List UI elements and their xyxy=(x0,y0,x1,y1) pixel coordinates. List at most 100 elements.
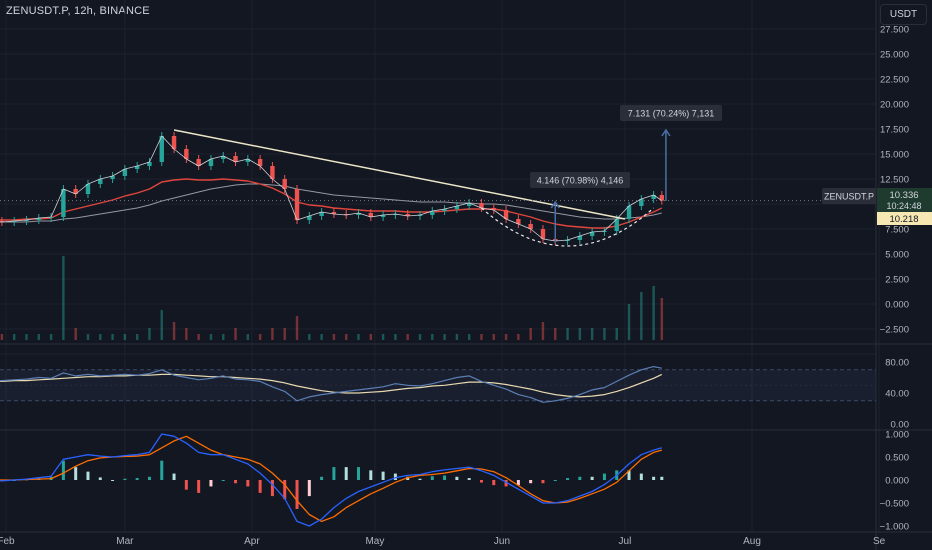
macd-histogram-bar xyxy=(652,476,656,480)
candle-body xyxy=(319,212,324,216)
macd-axis-tick: −0.500 xyxy=(880,499,909,510)
volume-bar xyxy=(283,328,286,340)
rsi-axis-tick: 80.00 xyxy=(885,358,909,369)
candle-body xyxy=(270,166,275,179)
symbol-title: ZENUSDT.P, 12h, BINANCE xyxy=(6,5,150,17)
currency-unit-button[interactable]: USDT xyxy=(880,4,927,25)
candle-body xyxy=(540,229,546,239)
price-axis-tick: 5.000 xyxy=(885,250,909,261)
candle-body xyxy=(0,221,5,222)
candle-body xyxy=(466,203,472,206)
candle-body xyxy=(479,203,484,208)
volume-bar xyxy=(160,310,163,340)
volume-bar xyxy=(12,334,16,340)
volume-bar xyxy=(615,328,618,340)
target-label-bg xyxy=(620,105,722,121)
volume-bar xyxy=(394,334,397,340)
measure-arrow-head xyxy=(550,200,560,209)
volume-bar xyxy=(529,328,532,340)
macd-histogram-bar xyxy=(307,480,311,497)
volume-bar xyxy=(504,334,508,340)
volume-bar xyxy=(246,334,250,340)
volume-bar xyxy=(566,328,569,340)
volume-bar xyxy=(517,334,520,340)
volume-bar xyxy=(381,334,385,340)
volume-bar xyxy=(541,322,545,340)
volume-bar xyxy=(660,298,664,340)
volume-bar xyxy=(99,334,102,340)
time-axis-label: Mar xyxy=(116,536,134,547)
volume-bar xyxy=(357,334,360,340)
macd-histogram-bar xyxy=(516,480,520,486)
candle-body xyxy=(233,156,238,162)
candle-body xyxy=(659,195,665,201)
candle-body xyxy=(393,214,398,215)
price-axis-tick: −2.500 xyxy=(880,325,909,336)
volume-bar xyxy=(25,334,28,340)
volume-bar xyxy=(135,334,139,340)
candle-body xyxy=(196,159,201,166)
candle-body xyxy=(430,211,435,215)
price-axis-tick: 2.500 xyxy=(885,275,909,286)
candle-body xyxy=(405,214,410,216)
macd-histogram-bar xyxy=(61,460,65,480)
price-axis-tick: 17.500 xyxy=(880,125,909,136)
candle-body xyxy=(257,159,263,166)
macd-histogram-bar xyxy=(602,473,606,480)
ema-line xyxy=(0,178,663,229)
macd-axis-tick: −1.000 xyxy=(880,522,909,533)
price-axis-tick: 15.000 xyxy=(880,150,909,161)
candle-body xyxy=(565,240,570,241)
price-tag-label-bg xyxy=(822,188,876,204)
macd-histogram-bar xyxy=(135,478,139,480)
target-label: 7.131 (70.24%) 7,131 xyxy=(628,109,715,119)
price-tag-label: ZENUSDT.P xyxy=(824,192,874,202)
macd-histogram-bar xyxy=(639,473,643,480)
macd-histogram-bar xyxy=(86,471,90,480)
macd-histogram-bar xyxy=(357,467,361,480)
volume-bar xyxy=(271,328,274,340)
macd-axis-tick: 1.000 xyxy=(885,430,909,441)
bar-countdown: 10:24:48 xyxy=(886,201,921,211)
macd-histogram-bar xyxy=(492,480,496,486)
candle-body xyxy=(159,136,164,162)
macd-histogram-bar xyxy=(74,467,78,480)
volume-bar xyxy=(62,256,65,340)
candle-body xyxy=(122,169,128,176)
macd-histogram-bar xyxy=(553,480,557,481)
volume-bar xyxy=(148,328,151,340)
macd-histogram-bar xyxy=(320,476,324,480)
volume-bar xyxy=(640,292,643,340)
candle-body xyxy=(24,220,29,221)
volume-bar xyxy=(406,334,409,340)
volume-bar xyxy=(0,334,4,340)
cup-pattern-arc[interactable] xyxy=(481,207,655,247)
volume-bar xyxy=(123,334,127,340)
time-axis-label: Apr xyxy=(244,536,260,547)
volume-bar xyxy=(234,328,237,340)
candle-body xyxy=(98,179,103,184)
volume-bar xyxy=(418,334,422,340)
macd-histogram-bar xyxy=(660,476,664,480)
price-axis-tick: 0.000 xyxy=(885,300,909,311)
macd-histogram-bar xyxy=(566,478,570,480)
macd-histogram-bar xyxy=(172,473,176,480)
macd-histogram-bar xyxy=(381,471,385,480)
volume-bar xyxy=(492,334,495,340)
volume-bar xyxy=(652,286,655,340)
macd-histogram-bar xyxy=(344,467,348,480)
candle-body xyxy=(344,214,349,215)
time-axis-label: Feb xyxy=(0,536,15,547)
ma-value-box xyxy=(877,212,932,225)
candle-body xyxy=(73,189,78,194)
resistance-trendline[interactable] xyxy=(173,129,626,220)
macd-histogram-bar xyxy=(123,478,127,480)
volume-bar xyxy=(603,328,606,340)
candle-body xyxy=(454,206,460,209)
macd-histogram-bar xyxy=(541,480,545,484)
macd-histogram-bar xyxy=(160,460,164,480)
current-price-box xyxy=(877,188,932,212)
volume-bar xyxy=(258,334,262,340)
candle-body xyxy=(491,208,496,210)
